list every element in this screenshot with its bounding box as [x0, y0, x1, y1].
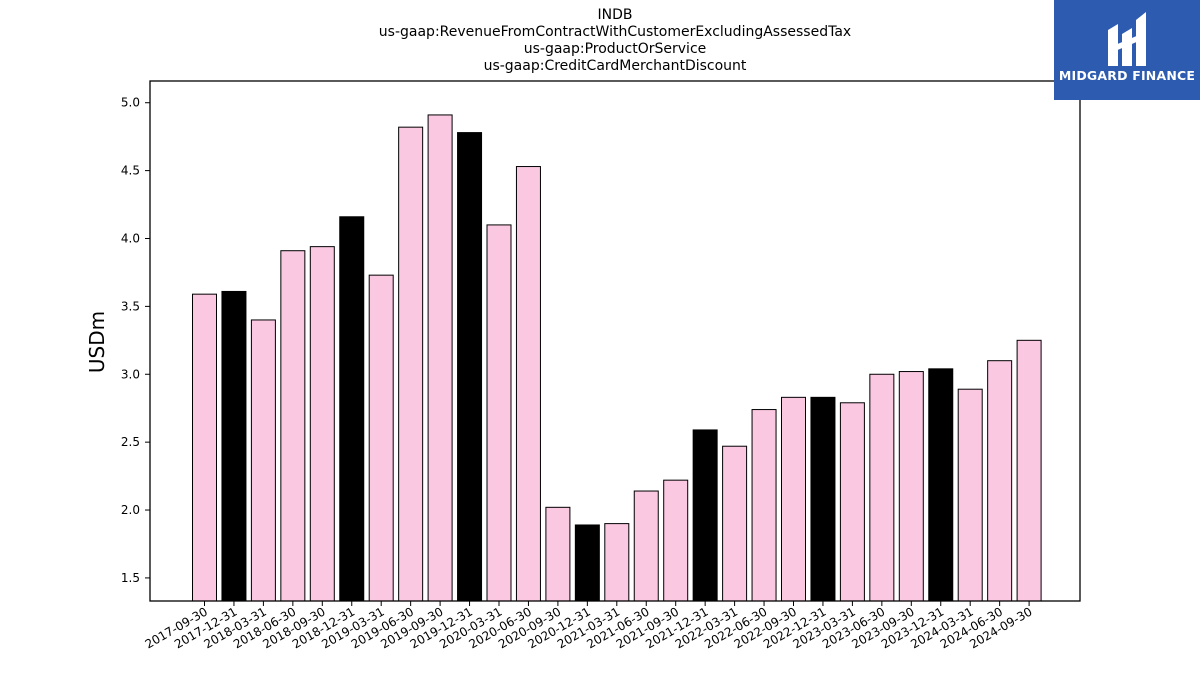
y-tick-label: 4.5 — [121, 164, 140, 178]
bar-2018-06-30 — [280, 250, 306, 602]
y-tick-label: 3.5 — [121, 299, 140, 313]
y-tick-label: 5.0 — [121, 96, 140, 110]
bar-2019-09-30 — [427, 114, 453, 602]
bar-2017-09-30 — [192, 293, 217, 602]
plot-frame — [149, 80, 1081, 602]
bar-2023-03-31 — [839, 402, 865, 602]
bar-2021-09-30 — [663, 479, 689, 602]
brand-logo: MIDGARD FINANCE — [1054, 0, 1200, 100]
bar-2024-06-30 — [987, 360, 1013, 602]
y-tick-label: 1.5 — [121, 571, 140, 585]
bar-2019-12-31 — [457, 132, 483, 602]
bar-2018-09-30 — [309, 246, 335, 602]
brand-mark-icon — [1108, 12, 1146, 66]
y-tick-label: 4.0 — [121, 231, 140, 245]
bar-2018-03-31 — [250, 319, 276, 602]
y-tick-label: 2.5 — [121, 435, 140, 449]
bar-2020-12-31 — [574, 524, 600, 602]
bar-2022-06-30 — [751, 409, 777, 602]
chart-title-ticker: INDB — [597, 7, 633, 23]
bar-2024-09-30 — [1016, 339, 1042, 602]
bar-2021-06-30 — [633, 490, 659, 602]
chart-title-concept: us-gaap:RevenueFromContractWithCustomerE… — [378, 24, 852, 40]
bar-2020-03-31 — [486, 224, 512, 602]
bar-2020-06-30 — [515, 166, 541, 602]
chart-title-member: us-gaap:CreditCardMerchantDiscount — [483, 58, 747, 74]
bar-2022-03-31 — [722, 445, 748, 602]
bar-2023-12-31 — [928, 368, 954, 602]
y-tick-label: 2.0 — [121, 503, 140, 517]
bar-2022-09-30 — [781, 396, 806, 602]
bar-2017-12-31 — [221, 290, 247, 602]
bar-2023-09-30 — [898, 371, 924, 602]
y-axis-label: USDm — [85, 311, 109, 373]
bar-2020-09-30 — [545, 506, 571, 602]
bar-2024-03-31 — [957, 388, 983, 602]
bar-2021-12-31 — [692, 429, 718, 602]
y-tick-label: 3.0 — [121, 367, 140, 381]
brand-name: MIDGARD FINANCE — [1058, 68, 1196, 83]
bar-2019-06-30 — [398, 126, 424, 602]
bar-2019-03-31 — [368, 274, 394, 602]
bar-2023-06-30 — [869, 373, 895, 602]
bar-2022-12-31 — [810, 396, 836, 602]
bar-2018-12-31 — [339, 216, 365, 602]
chart-title-axis: us-gaap:ProductOrService — [523, 41, 707, 57]
bar-2021-03-31 — [604, 523, 630, 602]
